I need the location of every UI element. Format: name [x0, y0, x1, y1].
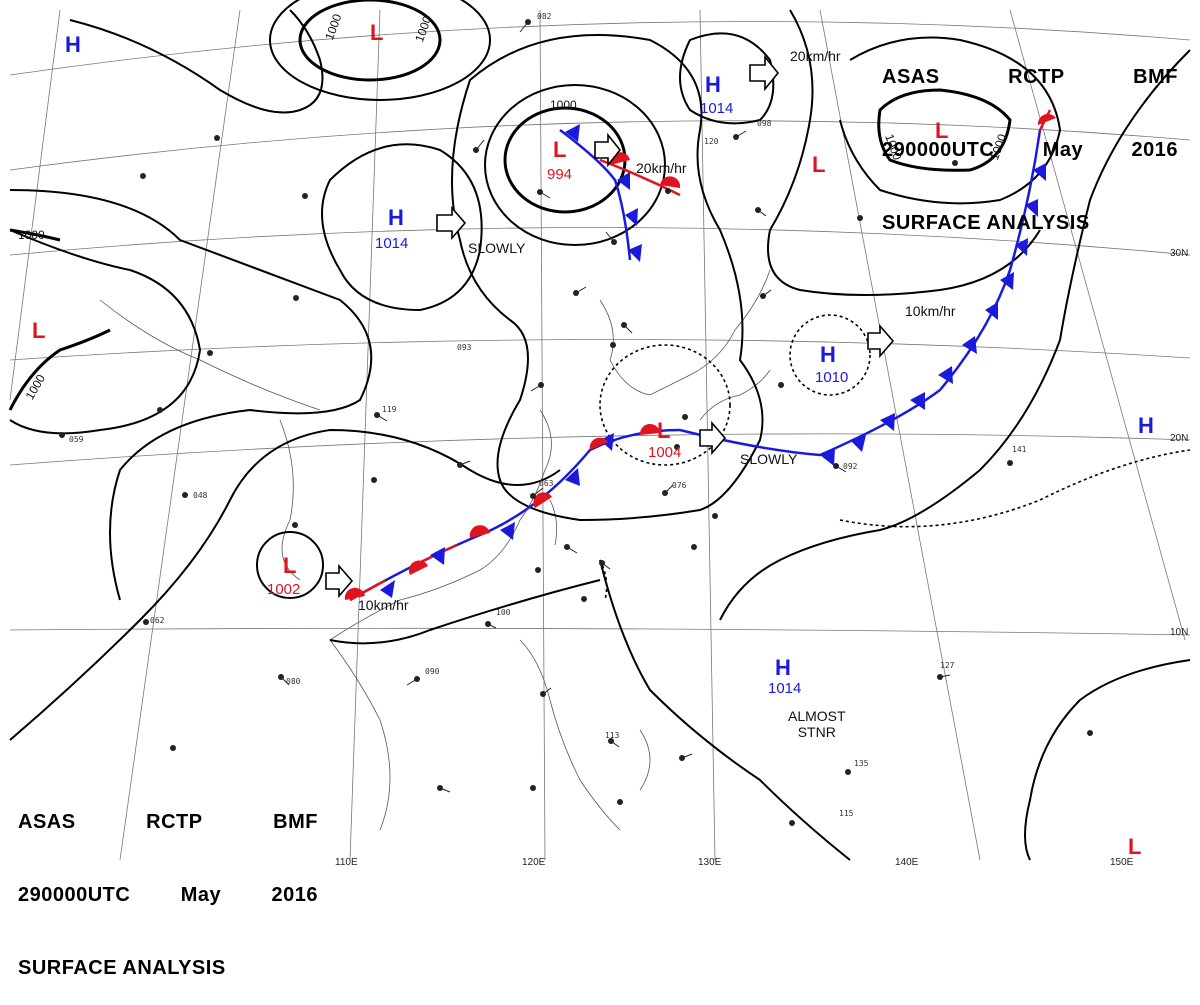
header-time: 290000UTC [882, 139, 995, 161]
low-symbol: L [935, 118, 949, 143]
station-code: 093 [457, 343, 472, 352]
fronts [344, 109, 1056, 602]
high-symbol: H [775, 655, 791, 680]
station-code: 127 [940, 661, 955, 670]
header-code-3: BMF [1133, 66, 1178, 88]
header-title: SURFACE ANALYSIS [882, 212, 1090, 234]
station-code: 062 [150, 616, 165, 625]
station-code: 120 [704, 137, 719, 146]
header-code-3: BMF [273, 811, 318, 833]
longitude-label: 120E [522, 857, 546, 868]
header-bottom-left: ASAS RCTP BMF 290000UTC May 2016 SURFACE ANA… [18, 763, 318, 1005]
high-symbol: H [388, 205, 404, 230]
high-pressure-value: 1014 [375, 235, 409, 252]
latitude-label: 20N [1170, 433, 1189, 444]
motion-label: SLOWLY [740, 451, 798, 467]
high-pressure-value: 1014 [700, 100, 734, 117]
longitude-label: 150E [1110, 857, 1134, 868]
header-top-right: ASAS RCTP BMF 290000UTC May 2016 SURFACE ANA… [882, 18, 1178, 260]
low-pressure-value: 1002 [267, 581, 301, 598]
station-code: 098 [757, 119, 772, 128]
header-month: May [1042, 139, 1084, 161]
low-symbol: L [657, 418, 671, 443]
low-symbol: L [812, 152, 826, 177]
station-code: 100 [496, 608, 511, 617]
high-pressure-value: 1010 [815, 369, 849, 386]
motion-arrows [325, 54, 895, 599]
station-code: 048 [193, 491, 208, 500]
low-symbol: L [1128, 834, 1142, 859]
isobars [8, 0, 1191, 861]
header-code-1: ASAS [18, 811, 76, 833]
header-year: 2016 [1131, 139, 1178, 161]
isobar-label: 1000 [18, 228, 45, 242]
high-pressure-value: 1014 [768, 680, 802, 697]
longitude-label: 130E [698, 857, 722, 868]
station-code: 113 [605, 731, 620, 740]
longitude-label: 140E [895, 857, 919, 868]
motion-label: 20km/hr [790, 48, 841, 64]
low-symbol: L [32, 318, 46, 343]
header-month: May [180, 884, 222, 906]
low-symbol: L [370, 20, 384, 45]
wind-barbs [280, 21, 951, 793]
isobar-label: 1000 [550, 98, 577, 112]
header-year: 2016 [271, 884, 318, 906]
latitude-label: 30N [1170, 248, 1189, 259]
latitude-label: 10N [1170, 627, 1189, 638]
header-code-2: RCTP [1008, 66, 1065, 88]
low-pressure-value: 1004 [648, 444, 682, 461]
header-code-2: RCTP [146, 811, 203, 833]
high-symbol: H [705, 72, 721, 97]
station-code: 063 [539, 479, 554, 488]
header-code-1: ASAS [882, 66, 940, 88]
low-pressure-value: 994 [547, 166, 573, 183]
station-code: 115 [839, 809, 854, 818]
low-symbol: L [553, 137, 567, 162]
station-code: 092 [843, 462, 858, 471]
motion-label: 10km/hr [358, 597, 409, 613]
station-code: 059 [69, 435, 84, 444]
longitude-label: 110E [335, 857, 358, 868]
motion-label: SLOWLY [468, 240, 526, 256]
low-symbol: L [283, 553, 297, 578]
high-symbol: H [1138, 413, 1154, 438]
station-code: 080 [286, 677, 301, 686]
station-code: 119 [382, 405, 397, 414]
station-code: 141 [1012, 445, 1027, 454]
motion-label: ALMOST STNR [788, 708, 846, 740]
station-code: 135 [854, 759, 869, 768]
station-code: 076 [672, 481, 687, 490]
station-code: 090 [425, 667, 440, 676]
motion-label: 10km/hr [905, 303, 956, 319]
high-symbol: H [65, 32, 81, 57]
header-time: 290000UTC [18, 884, 131, 906]
coastlines [99, 269, 771, 831]
header-title: SURFACE ANALYSIS [18, 957, 226, 979]
weather-map [8, 0, 1191, 861]
high-symbol: H [820, 342, 836, 367]
motion-label: 20km/hr [636, 160, 687, 176]
station-code: 082 [537, 12, 552, 21]
